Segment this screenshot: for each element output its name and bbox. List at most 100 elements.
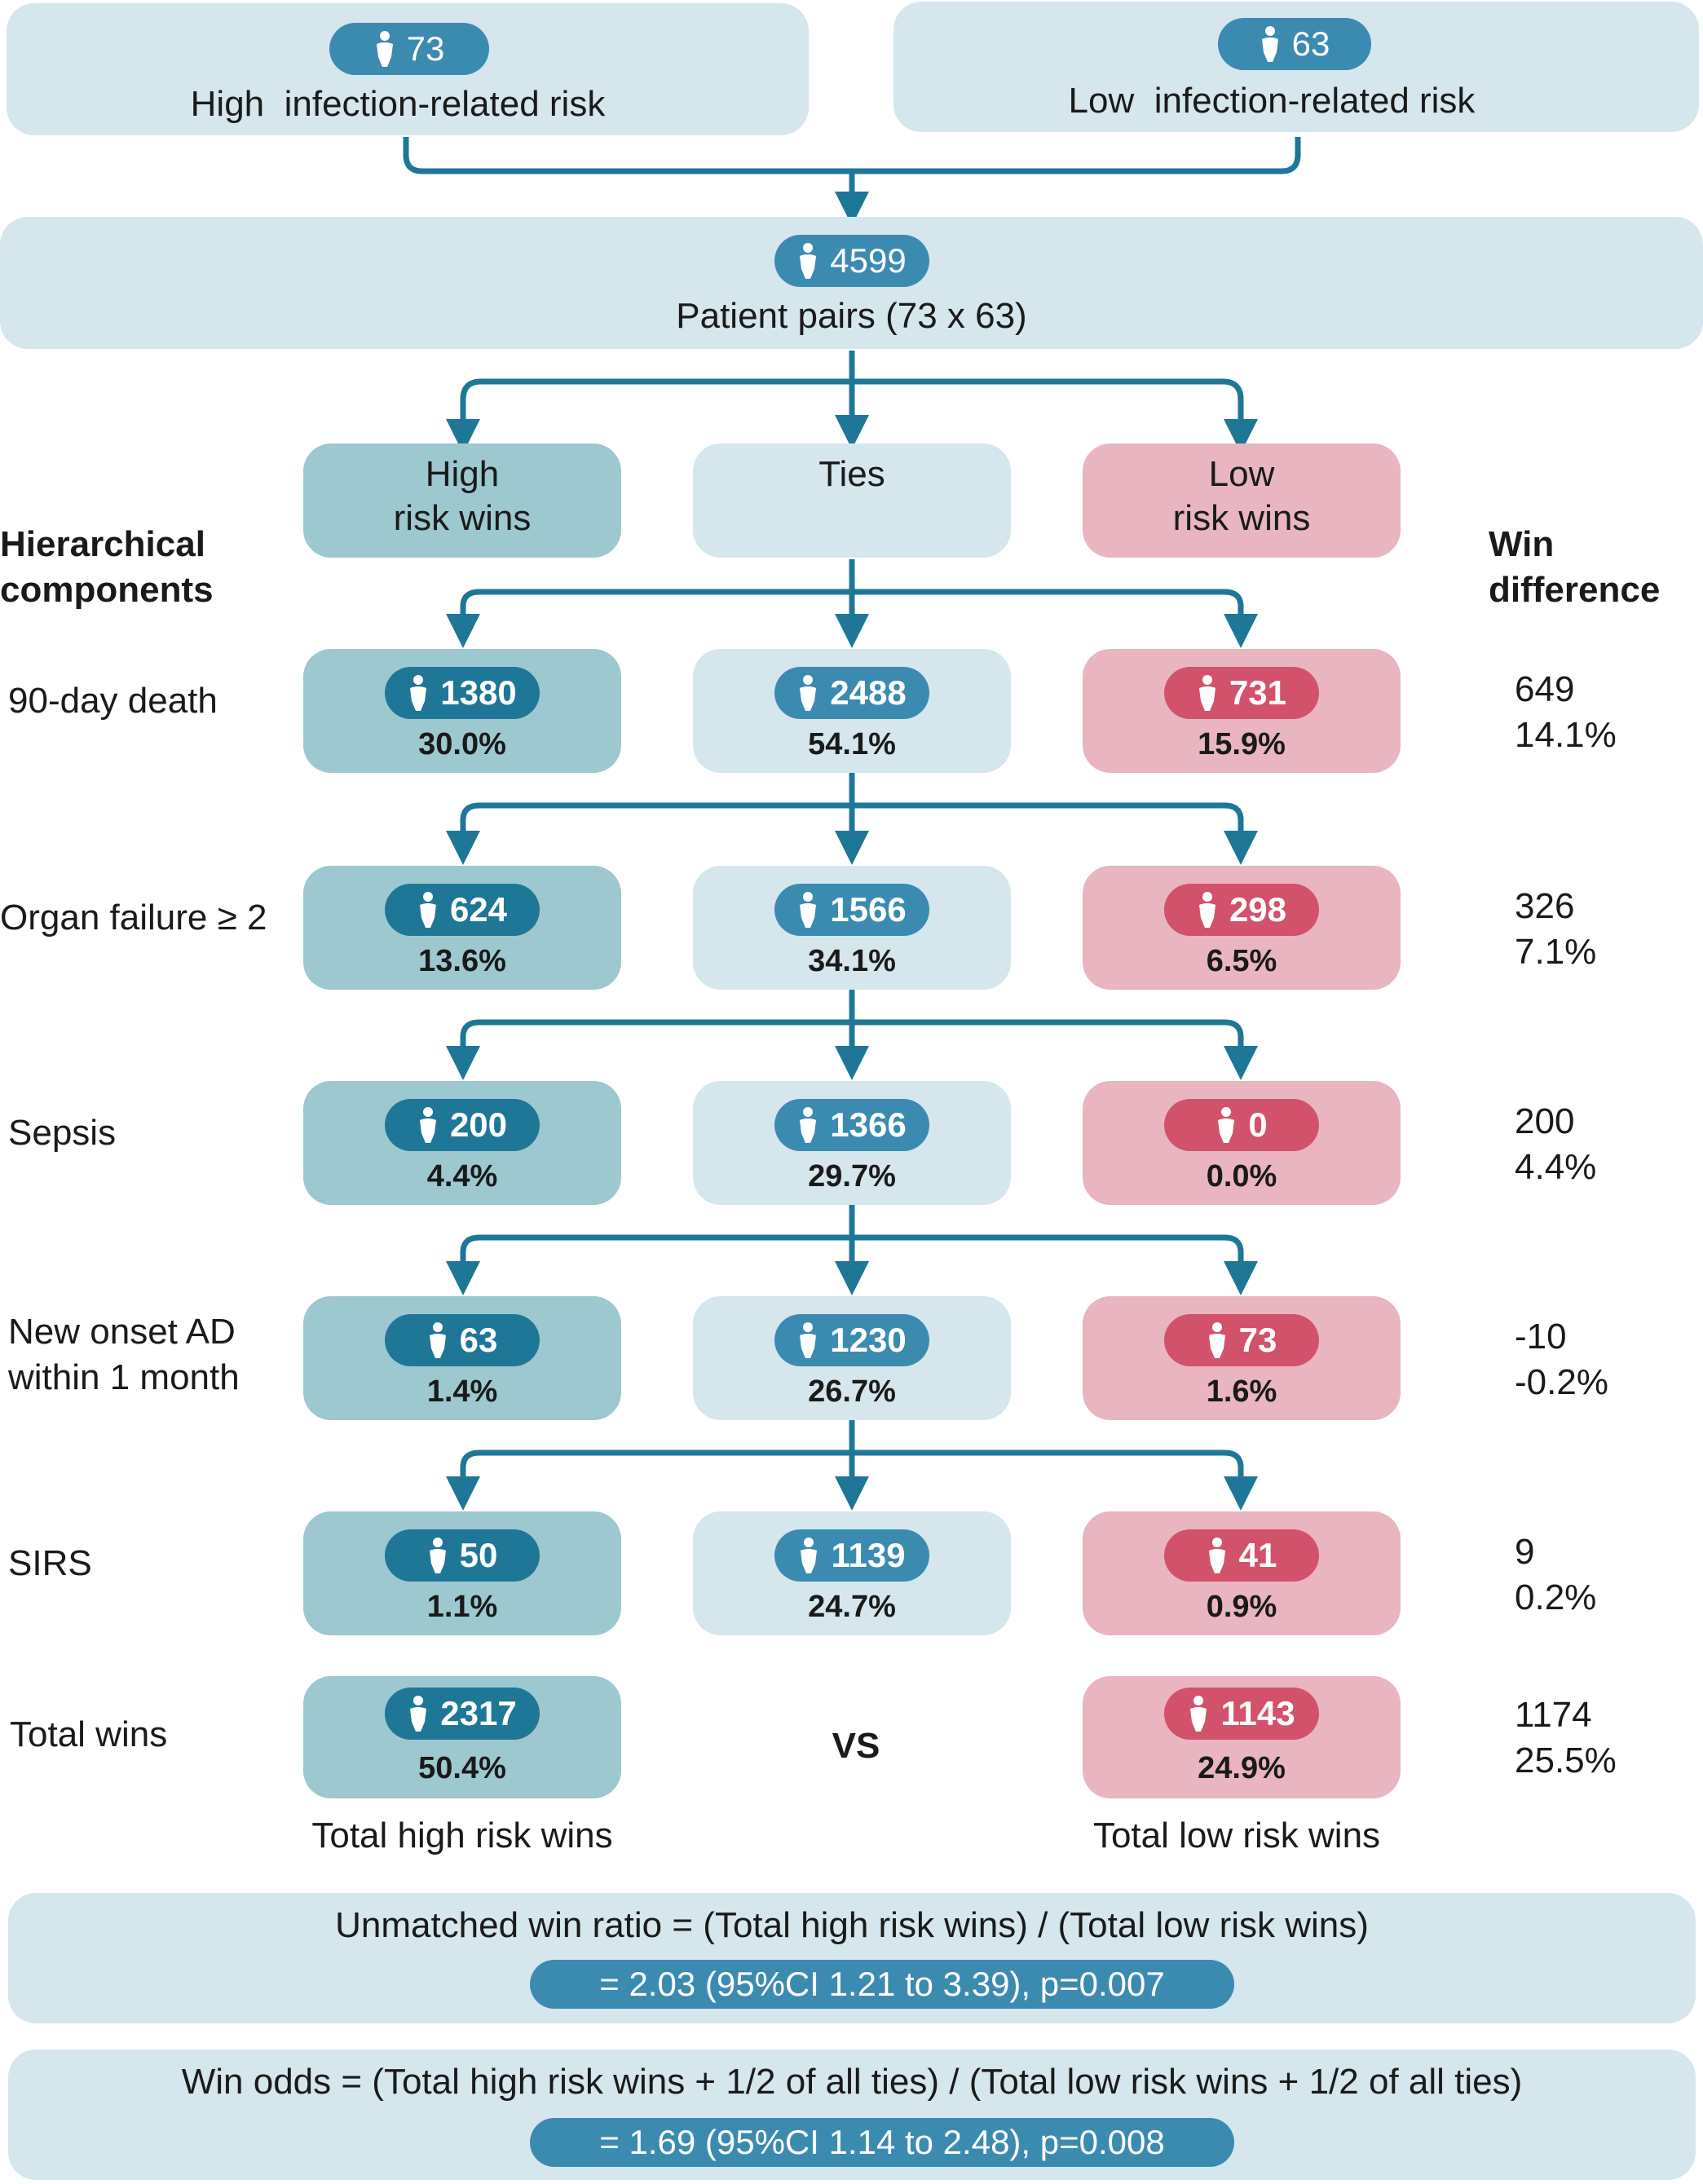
ties-count-pill: 1366 — [774, 1099, 929, 1151]
person-icon — [800, 1107, 817, 1143]
win-ratio-result-pill: = 2.03 (95%CI 1.21 to 3.39), p=0.007 — [530, 1960, 1234, 2009]
ties-count: 1366 — [830, 1105, 907, 1144]
low-count-pill: 41 — [1164, 1529, 1319, 1582]
low-count: 731 — [1229, 673, 1287, 712]
person-icon — [800, 1322, 817, 1358]
ties-count-pill: 1139 — [774, 1529, 929, 1582]
total-high-wins-box: 2317 50.4% — [303, 1676, 621, 1798]
high-count-pill: 1380 — [385, 667, 540, 719]
total-low-wins-caption: Total low risk wins — [1092, 1816, 1381, 1855]
low-count: 298 — [1229, 890, 1287, 929]
person-icon — [419, 1107, 436, 1143]
low-count: 41 — [1238, 1536, 1277, 1574]
win-difference-pct: 4.4% — [1515, 1147, 1597, 1187]
high-percent: 13.6% — [418, 944, 506, 978]
person-icon — [800, 243, 817, 279]
component-label-line1: SIRS — [8, 1543, 92, 1583]
ties-count: 1139 — [831, 1536, 906, 1574]
high-count: 200 — [449, 1105, 508, 1144]
high-cell: 624 13.6% — [303, 866, 621, 990]
ties-cell: 1366 29.7% — [693, 1081, 1011, 1205]
ties-cell: 1566 34.1% — [693, 866, 1011, 990]
win-odds-result-pill: = 1.69 (95%CI 1.14 to 2.48), p=0.008 — [530, 2118, 1234, 2167]
component-label-line2: within 1 month — [8, 1357, 240, 1397]
patient-pairs-count-pill: 4599 — [774, 235, 929, 287]
win-difference-heading: Win difference — [1489, 522, 1660, 613]
person-icon — [801, 1538, 818, 1573]
win-difference: 326 7.1% — [1515, 884, 1596, 975]
high-risk-count-pill: 73 — [329, 23, 489, 75]
person-icon — [1190, 1696, 1207, 1732]
person-icon — [1261, 26, 1278, 62]
high-risk-group-label: High infection-related risk — [190, 84, 606, 124]
total-high-wins-caption: Total high risk wins — [311, 1816, 613, 1855]
total-win-difference: 1174 25.5% — [1515, 1692, 1617, 1784]
low-risk-group-box: 63 Low infection-related risk — [893, 2, 1699, 132]
low-count-pill: 0 — [1164, 1099, 1319, 1151]
total-low-wins-pill: 1143 — [1164, 1688, 1319, 1740]
patient-pairs-box: 4599 Patient pairs (73 x 63) — [0, 217, 1703, 349]
low-percent: 6.5% — [1206, 944, 1277, 978]
low-cell: 73 1.6% — [1083, 1296, 1401, 1420]
high-count: 1380 — [440, 673, 517, 712]
total-win-difference-n: 1174 — [1515, 1695, 1592, 1735]
low-cell: 298 6.5% — [1083, 866, 1401, 990]
total-low-wins-box: 1143 24.9% — [1083, 1676, 1401, 1798]
low-cell: 41 0.9% — [1083, 1511, 1401, 1635]
hierarchical-heading-line1: Hierarchical — [0, 524, 205, 564]
low-risk-wins-header-line1: Low — [1208, 454, 1275, 494]
ties-count-pill: 1566 — [774, 884, 929, 936]
ties-percent: 26.7% — [808, 1374, 896, 1409]
component-label: Sepsis — [8, 1110, 116, 1156]
hierarchical-heading-line2: components — [0, 570, 214, 610]
win-difference-pct: 0.2% — [1515, 1577, 1597, 1617]
win-difference-heading-line1: Win — [1489, 524, 1555, 564]
win-difference-pct: 14.1% — [1515, 715, 1617, 755]
component-label-line1: Organ failure ≥ 2 — [0, 898, 267, 938]
win-difference-heading-line2: difference — [1489, 570, 1661, 610]
component-label-line1: 90-day death — [8, 681, 218, 721]
ties-count: 1566 — [830, 890, 907, 929]
win-difference-pct: 7.1% — [1515, 932, 1597, 972]
win-difference-n: 200 — [1515, 1101, 1575, 1141]
component-label-line1: New onset AD — [8, 1312, 236, 1352]
low-count: 73 — [1238, 1321, 1277, 1359]
low-cell: 0 0.0% — [1083, 1081, 1401, 1205]
win-difference: 9 0.2% — [1515, 1529, 1596, 1621]
win-difference: 200 4.4% — [1515, 1099, 1596, 1190]
total-wins-label: Total wins — [10, 1714, 168, 1754]
ties-count: 2488 — [830, 673, 907, 712]
low-percent: 1.6% — [1206, 1374, 1277, 1409]
hierarchical-components-heading: Hierarchical components — [0, 522, 214, 613]
low-count: 0 — [1248, 1105, 1268, 1144]
high-cell: 63 1.4% — [303, 1296, 621, 1420]
person-icon — [429, 1322, 446, 1358]
low-risk-wins-header-line2: risk wins — [1172, 498, 1311, 538]
high-count-pill: 624 — [385, 884, 540, 936]
high-cell: 200 4.4% — [303, 1081, 621, 1205]
low-risk-count: 63 — [1291, 24, 1330, 63]
ties-count-pill: 1230 — [774, 1314, 929, 1366]
patient-pairs-label: Patient pairs (73 x 63) — [676, 296, 1027, 336]
component-label: Organ failure ≥ 2 — [0, 895, 267, 941]
ties-header: Ties — [693, 443, 1011, 558]
low-count-pill: 73 — [1164, 1314, 1319, 1366]
win-difference: 649 14.1% — [1515, 667, 1617, 758]
component-label: New onset AD within 1 month — [8, 1309, 240, 1401]
ties-percent: 24.7% — [808, 1590, 896, 1624]
low-cell: 731 15.9% — [1083, 649, 1401, 773]
win-ratio-formula: Unmatched win ratio = (Total high risk w… — [335, 1905, 1369, 1945]
person-icon — [800, 892, 817, 928]
high-risk-count: 73 — [406, 29, 445, 68]
win-difference-n: 649 — [1515, 669, 1575, 709]
ties-cell: 1139 24.7% — [693, 1511, 1011, 1635]
person-icon — [1198, 892, 1215, 928]
total-low-wins-count: 1143 — [1220, 1694, 1295, 1732]
total-low-wins-percent: 24.9% — [1198, 1751, 1286, 1785]
person-icon — [1218, 1107, 1235, 1143]
ties-cell: 2488 54.1% — [693, 649, 1011, 773]
win-difference-pct: -0.2% — [1515, 1362, 1608, 1402]
win-difference-n: -10 — [1515, 1317, 1567, 1357]
person-icon — [800, 675, 817, 711]
low-percent: 0.0% — [1206, 1159, 1277, 1193]
